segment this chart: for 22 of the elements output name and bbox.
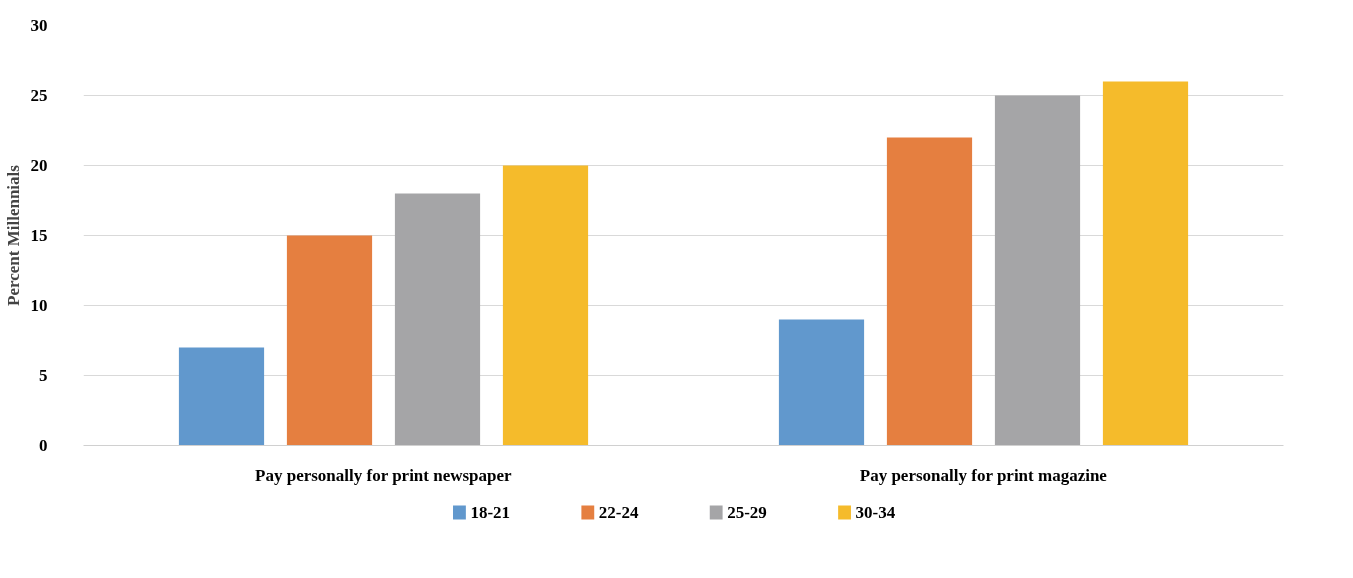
legend-label: 25-29	[727, 503, 767, 522]
legend-label: 18-21	[470, 503, 511, 522]
y-tick-label: 0	[39, 436, 48, 455]
y-tick-label: 25	[30, 86, 48, 105]
x-tick-label: Pay personally for print newspaper	[255, 465, 513, 485]
bar	[178, 347, 265, 446]
bar	[994, 95, 1081, 446]
y-tick-label: 30	[30, 16, 48, 35]
bar	[286, 235, 373, 446]
y-tick-label: 15	[30, 226, 48, 245]
legend-label: 30-34	[855, 503, 896, 522]
legend-label: 22-24	[598, 503, 639, 522]
bar	[1102, 81, 1189, 446]
y-tick-label: 10	[30, 296, 48, 315]
y-tick-label: 5	[39, 366, 48, 385]
bar	[886, 137, 973, 446]
bar	[502, 165, 589, 446]
x-tick-label: Pay personally for print magazine	[859, 465, 1108, 485]
bar	[778, 319, 865, 446]
bar	[394, 193, 481, 446]
y-tick-label: 20	[30, 156, 48, 175]
y-axis-title: Percent Millennials	[3, 164, 23, 306]
